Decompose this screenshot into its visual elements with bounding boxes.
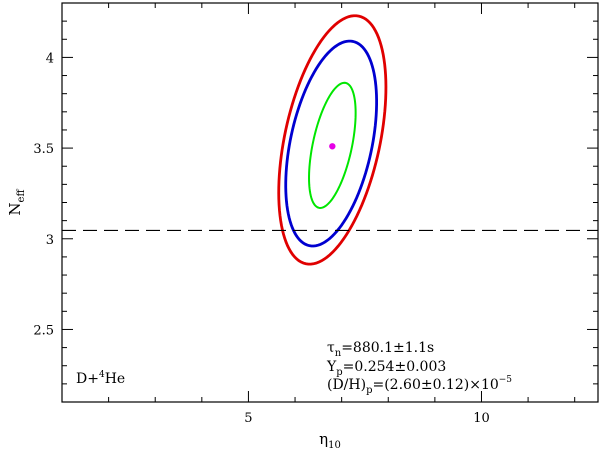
x-tick-label: 5 <box>244 411 252 426</box>
contour-group <box>277 14 388 266</box>
annotation-deuterium-ratio: (D/H)p=(2.60±0.12)×10−5 <box>327 375 512 396</box>
x-tick-label: 10 <box>473 411 490 426</box>
annotation-neutron-lifetime: τn=880.1±1.1s <box>327 340 434 359</box>
best-fit-point <box>329 143 336 150</box>
y-tick-label: 2.5 <box>33 323 54 338</box>
x-axis-label: η10 <box>319 430 341 451</box>
annotation-nuclei: D+4He <box>76 370 125 387</box>
axis-ticks: 5 10 2.5 3 3.5 4 <box>33 2 598 426</box>
y-tick-label: 4 <box>46 51 54 66</box>
y-axis-label: Neff <box>6 189 27 216</box>
y-tick-label: 3.5 <box>33 142 54 157</box>
contour-3 <box>308 81 357 209</box>
annotation-helium-fraction: Yp=0.254±0.003 <box>326 359 446 378</box>
contour-1 <box>277 14 388 266</box>
contour-2 <box>284 39 379 248</box>
y-tick-label: 3 <box>46 233 54 248</box>
plot-frame <box>61 2 599 403</box>
